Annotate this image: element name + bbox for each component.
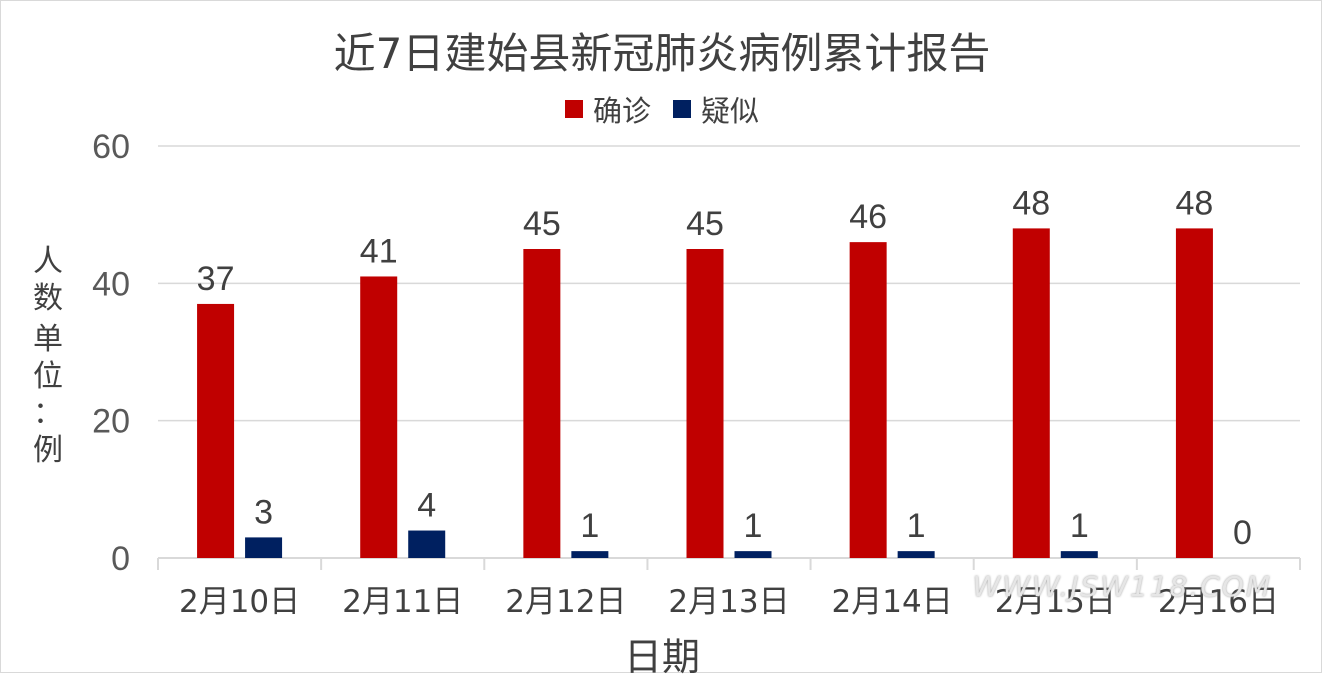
data-label: 48 xyxy=(1176,184,1214,222)
x-tick-label: 2月10日 xyxy=(179,584,300,620)
y-tick-label: 0 xyxy=(111,540,130,578)
data-label: 1 xyxy=(580,507,599,545)
data-label: 46 xyxy=(849,198,887,236)
y-tick-label: 60 xyxy=(92,128,130,166)
bar-confirmed xyxy=(1012,228,1050,558)
x-tick-label: 2月13日 xyxy=(668,584,789,620)
bar-suspected xyxy=(1060,551,1098,558)
data-label: 1 xyxy=(907,507,926,545)
y-tick-label: 40 xyxy=(92,265,130,303)
data-label: 48 xyxy=(1012,184,1050,222)
bar-suspected xyxy=(245,537,283,558)
x-tick-label: 2月11日 xyxy=(342,584,463,620)
bar-confirmed xyxy=(686,249,724,558)
data-label: 0 xyxy=(1233,514,1252,552)
y-axis-label: 人 数 单位 ： 例 xyxy=(28,243,68,469)
data-label: 1 xyxy=(744,507,763,545)
data-label: 45 xyxy=(523,205,561,243)
chart-title: 近7日建始县新冠肺炎病例累计报告 xyxy=(333,29,991,78)
bar-confirmed xyxy=(849,242,887,558)
legend-swatch-suspected xyxy=(673,100,691,118)
bar-suspected xyxy=(408,530,446,558)
y-axis-label-part: ： xyxy=(33,396,63,431)
y-axis-label-part: 数 xyxy=(33,281,63,316)
y-axis-label-part: 例 xyxy=(33,433,63,468)
y-tick-label: 20 xyxy=(92,403,130,441)
legend-label-confirmed: 确诊 xyxy=(592,94,651,128)
watermark: WWW.JSW118.COM xyxy=(972,570,1272,603)
x-tick-label: 2月14日 xyxy=(832,584,953,620)
legend-item-suspected: 疑似 xyxy=(673,88,759,130)
bar-confirmed xyxy=(360,276,398,558)
data-label: 1 xyxy=(1070,507,1089,545)
x-tick-label: 2月12日 xyxy=(505,584,626,620)
legend-item-confirmed: 确诊 xyxy=(564,88,651,130)
x-tick-label: 2月15日 xyxy=(995,584,1116,620)
bar-confirmed xyxy=(523,249,561,558)
bar-confirmed xyxy=(197,303,235,558)
bar-suspected xyxy=(571,551,609,558)
data-label: 45 xyxy=(686,205,724,243)
legend-swatch-confirmed xyxy=(564,100,583,118)
bar-confirmed xyxy=(1175,228,1213,558)
data-label: 41 xyxy=(360,232,398,270)
legend-label-suspected: 疑似 xyxy=(701,94,760,128)
bar-suspected xyxy=(897,551,935,558)
x-tick-label: 2月16日 xyxy=(1158,584,1279,620)
data-label: 4 xyxy=(417,487,436,525)
y-axis-label-part: 人 xyxy=(33,244,63,279)
chart-legend: 确诊 疑似 xyxy=(0,88,1324,130)
x-axis-label: 日期 xyxy=(623,635,700,679)
data-label: 37 xyxy=(197,260,235,298)
y-axis-label-part: 单位 xyxy=(33,322,63,394)
bar-suspected xyxy=(734,551,772,558)
data-label: 3 xyxy=(254,493,273,531)
